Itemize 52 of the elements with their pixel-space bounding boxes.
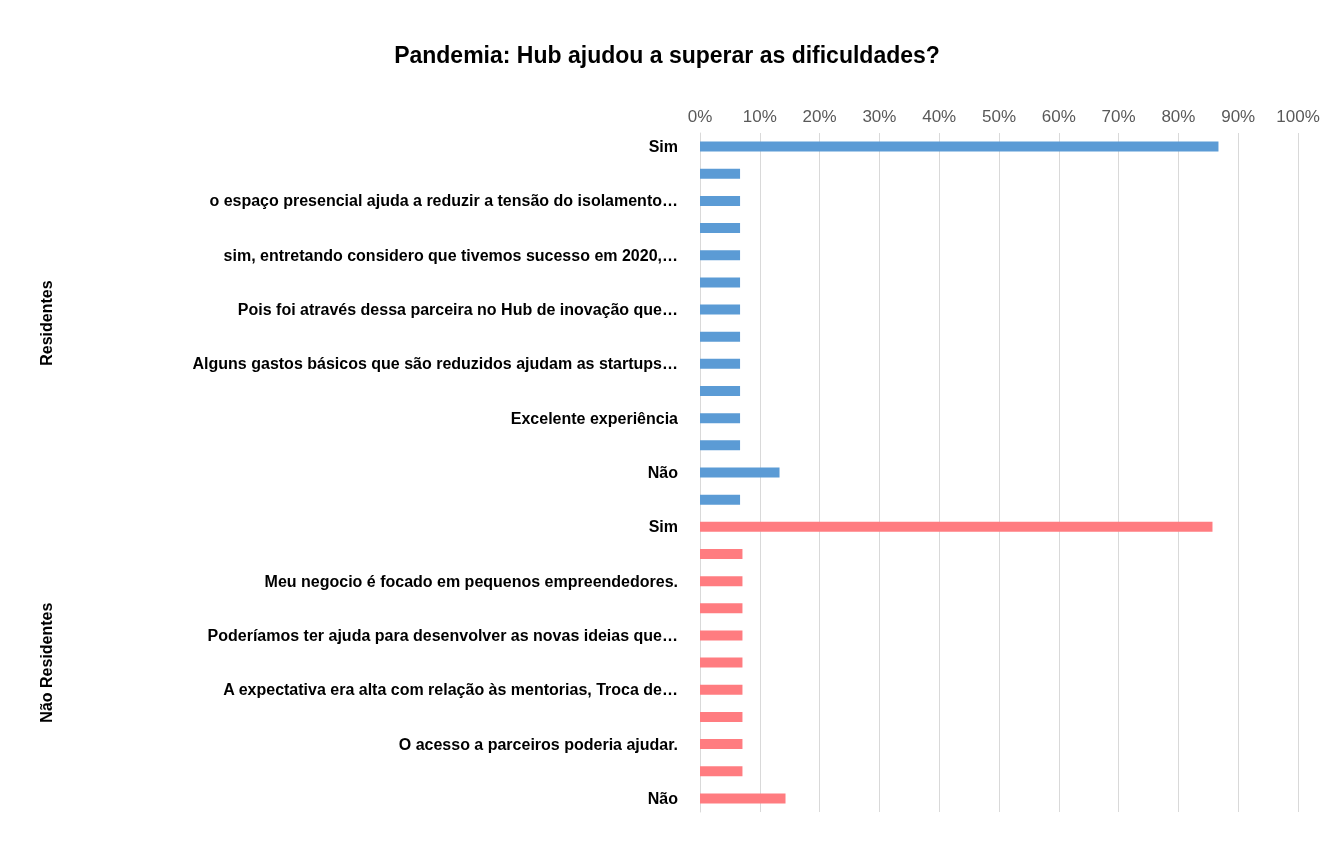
bar: [700, 766, 743, 777]
y-tick-label: O acesso a parceiros poderia ajudar.: [398, 735, 678, 753]
bar: [700, 141, 1219, 152]
x-tick-label: 100%: [1276, 107, 1320, 126]
bar: [700, 657, 743, 668]
y-tick-label: Meu negocio é focado em pequenos empreendedores.: [264, 572, 678, 590]
bar: [700, 576, 743, 587]
x-tick-label: 0%: [687, 107, 713, 126]
x-tick-label: 90%: [1221, 107, 1256, 126]
x-tick-label: 80%: [1161, 107, 1196, 126]
bar: [700, 250, 741, 261]
bar: [700, 440, 741, 451]
y-tick-label: A expectativa era alta com relação às mentorias, Troca de…: [223, 681, 678, 699]
bar: [700, 304, 741, 315]
text: Residentes: [37, 280, 55, 366]
x-tick-label: 40%: [922, 107, 957, 126]
y-tick-label: Não: [647, 789, 679, 807]
bar: [700, 548, 743, 559]
bar: [700, 277, 741, 288]
bar: [700, 684, 743, 695]
bar: [700, 223, 741, 234]
text: Não Residentes: [37, 602, 55, 723]
y-tick-label: Excelente experiência: [510, 409, 679, 427]
bar: [700, 630, 743, 641]
bar: [700, 603, 743, 614]
bar: [700, 386, 741, 397]
bar: [700, 793, 786, 804]
y-tick-label: o espaço presencial ajuda a reduzir a tensão do isolamento…: [209, 192, 678, 210]
y-tick-label: Não: [647, 464, 679, 481]
bar: [700, 467, 780, 478]
y-tick-label: Poderíamos ter ajuda para desenvolver as novas ideias que…: [207, 626, 678, 644]
y-tick-label: Pois foi através dessa parceira no Hub de inovação que…: [237, 301, 678, 319]
y-tick-label: Alguns gastos básicos que são reduzidos ajudam as startups…: [192, 355, 678, 373]
bar: [700, 331, 741, 342]
x-tick-label: 30%: [862, 107, 897, 126]
x-tick-label: 10%: [742, 107, 777, 126]
bar: [700, 494, 741, 505]
y-tick-label: Sim: [648, 518, 678, 536]
x-tick-label: 70%: [1101, 107, 1136, 126]
x-tick-label: 60%: [1041, 107, 1076, 126]
x-tick-label: 50%: [981, 107, 1017, 126]
y-tick-label: sim, entretando considero que tivemos sucesso em 2020,…: [223, 246, 678, 264]
bar: [700, 739, 743, 750]
bar: [700, 413, 741, 424]
bar: [700, 168, 741, 179]
bar: [700, 711, 743, 722]
y-tick-label: Sim: [648, 138, 678, 156]
x-tick-label: 20%: [802, 107, 837, 126]
bar: [700, 521, 1213, 532]
bar: [700, 358, 741, 369]
bar: [700, 195, 741, 206]
chart-title: Pandemia: Hub ajudou a superar as dificuldades?: [394, 41, 940, 68]
